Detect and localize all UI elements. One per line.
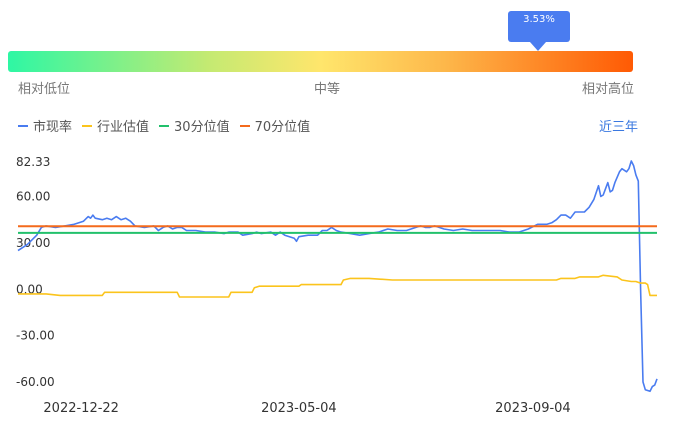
series-line-0 xyxy=(17,160,658,393)
scale-label-high: 相对高位 xyxy=(582,82,635,97)
chart-legend: 市现率 行业估值 30分位值 70分位值 xyxy=(18,116,320,135)
y-tick-label: 60.00 xyxy=(16,190,50,204)
legend-label-p30: 30分位值 xyxy=(174,120,230,135)
legend-item-industry[interactable]: 行业估值 xyxy=(82,116,149,135)
x-tick-label: 2022-12-22 xyxy=(43,401,119,416)
legend-label-industry: 行业估值 xyxy=(97,120,150,135)
percentile-tooltip-value: 3.53% xyxy=(523,14,555,25)
y-tick-label: -30.00 xyxy=(16,329,55,343)
percentile-tooltip: 3.53% xyxy=(508,11,570,51)
legend-swatch-p70 xyxy=(239,124,250,127)
x-tick-label: 2023-05-04 xyxy=(261,401,337,416)
legend-item-p70[interactable]: 70分位值 xyxy=(239,116,311,135)
legend-swatch-industry xyxy=(82,124,93,127)
legend-label-pcf: 市现率 xyxy=(33,120,73,135)
series-line-1 xyxy=(18,274,657,298)
legend-swatch-pcf xyxy=(18,124,28,127)
period-selector[interactable]: 近三年 xyxy=(599,120,639,135)
legend-item-pcf[interactable]: 市现率 xyxy=(18,116,72,135)
scale-label-mid: 中等 xyxy=(314,82,341,97)
y-tick-label: 0.00 xyxy=(16,282,43,296)
legend-item-p30[interactable]: 30分位值 xyxy=(159,116,230,135)
y-tick-label: 82.33 xyxy=(16,155,50,169)
x-tick-label: 2023-09-04 xyxy=(495,401,571,416)
percentile-gradient-bar xyxy=(8,51,633,72)
y-tick-label: -60.00 xyxy=(16,375,55,389)
legend-label-p70: 70分位值 xyxy=(254,120,311,135)
legend-swatch-p30 xyxy=(159,124,170,127)
scale-label-low: 相对低位 xyxy=(18,82,71,97)
